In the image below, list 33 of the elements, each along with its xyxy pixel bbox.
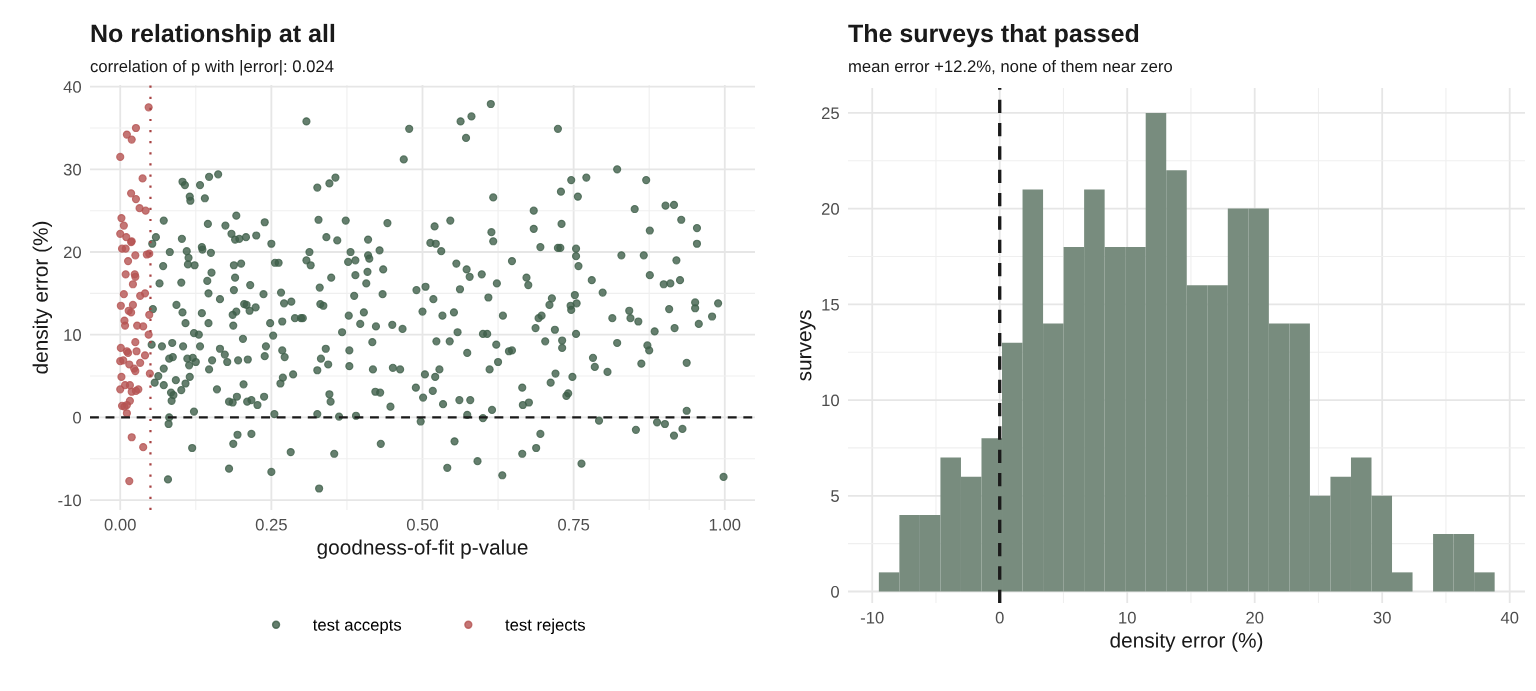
x-tick-label: 10 [1119, 611, 1136, 624]
legend-label: test accepts [313, 619, 402, 635]
y-tick-label: -10 [58, 494, 82, 507]
legend-label: test rejects [505, 618, 585, 635]
x-tick-label: 40 [1500, 611, 1519, 624]
x-tick-label: 20 [1246, 611, 1264, 624]
x-tick-label: 0.25 [255, 518, 287, 531]
y-tick-label: 40 [63, 81, 82, 93]
chart-title: The surveys that passed [848, 23, 1139, 48]
y-axis-title: density error (%) [32, 221, 53, 374]
y-tick-label: 0 [831, 585, 840, 598]
x-tick-label: 0.50 [406, 518, 439, 531]
y-tick-label: 0 [73, 411, 82, 424]
x-tick-label: 30 [1373, 611, 1391, 624]
y-tick-label: 10 [822, 394, 840, 407]
x-tick-label: -10 [860, 611, 884, 624]
y-tick-label: 30 [63, 163, 82, 176]
y-tick-label: 15 [822, 298, 839, 311]
chart-title: No relationship at all [91, 23, 335, 48]
x-tick-label: 0.75 [558, 518, 590, 531]
y-tick-label: 20 [63, 246, 82, 259]
y-tick-label: 20 [821, 203, 840, 215]
y-axis-title: surveys [800, 310, 816, 381]
x-tick-label: 0.00 [104, 518, 136, 531]
x-axis-title: goodness-of-fit p-value [317, 539, 528, 559]
y-tick-label: 10 [64, 329, 82, 341]
chart-subtitle: correlation of p with |error|: 0.024 [90, 59, 334, 76]
x-tick-label: 1.00 [709, 518, 741, 531]
x-axis-title: density error (%) [1110, 632, 1263, 652]
y-tick-label: 5 [831, 490, 839, 502]
x-tick-label: 0 [995, 611, 1004, 624]
y-tick-label: 25 [821, 107, 839, 120]
chart-subtitle: mean error +12.2%, none of them near zero [849, 59, 1173, 75]
